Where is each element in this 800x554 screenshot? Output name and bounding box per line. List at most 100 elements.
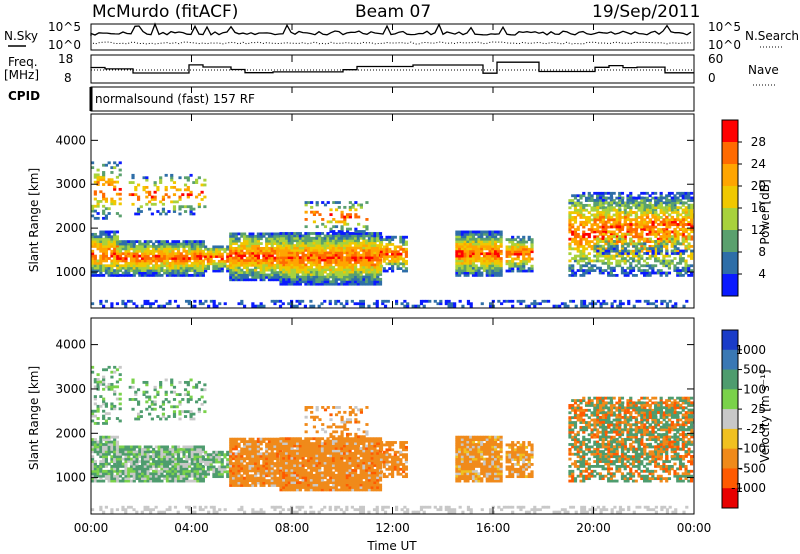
power-cell (593, 242, 597, 246)
velocity-cell (93, 477, 97, 481)
power-cell (623, 213, 627, 217)
velocity-cell (201, 479, 205, 483)
power-cell (150, 212, 154, 216)
velocity-cell (138, 467, 142, 471)
power-cell (530, 267, 534, 270)
power-cell (604, 249, 608, 253)
power-cell (477, 245, 481, 248)
velocity-cell (110, 404, 114, 408)
power-cell (659, 259, 663, 263)
power-cell (296, 253, 300, 257)
velocity-cell (152, 460, 156, 463)
power-cell (298, 270, 302, 274)
power-cell (290, 268, 294, 272)
power-cell (378, 232, 383, 235)
power-cell (665, 211, 669, 214)
power-cell (646, 299, 650, 303)
power-cell (348, 244, 352, 247)
power-cell (573, 235, 578, 239)
velocity-cell (193, 479, 197, 483)
power-cell (217, 269, 222, 273)
velocity-cell (91, 479, 95, 483)
power-cell (156, 210, 160, 213)
power-cell (354, 270, 358, 274)
power-cell (290, 282, 294, 286)
power-cell (231, 234, 236, 238)
power-cell (354, 227, 358, 231)
power-cell (145, 195, 149, 199)
velocity-cell (187, 455, 192, 459)
velocity-cell (168, 477, 172, 481)
velocity-cell (160, 472, 164, 476)
power-cell (590, 230, 594, 234)
power-cell (304, 282, 308, 286)
power-cell (157, 252, 161, 256)
power-cell (375, 304, 379, 308)
power-cell (196, 242, 200, 246)
power-cell (124, 247, 128, 251)
power-cell (298, 280, 302, 284)
power-cell (379, 243, 384, 246)
velocity-cell (110, 370, 114, 374)
power-cell (629, 208, 633, 212)
power-cell (298, 277, 302, 281)
power-cell (265, 249, 269, 253)
velocity-cell (149, 477, 153, 481)
power-cell (96, 259, 100, 263)
power-cell (463, 247, 467, 251)
power-cell (582, 271, 586, 275)
velocity-cell (102, 465, 106, 468)
power-cell (159, 200, 163, 204)
velocity-cell (157, 455, 161, 459)
power-cell (245, 249, 249, 253)
velocity-cell (201, 465, 205, 468)
power-cell (290, 234, 294, 238)
velocity-cell (113, 450, 117, 454)
velocity-cell (93, 472, 97, 476)
power-cell (270, 261, 274, 265)
power-cell (309, 280, 314, 284)
power-cell (365, 263, 369, 267)
power-cell (359, 232, 363, 235)
power-cell (304, 244, 308, 247)
power-cell (516, 252, 520, 256)
power-cell (376, 263, 380, 267)
velocity-cell (152, 452, 156, 456)
power-cell (659, 201, 663, 205)
power-cell (631, 257, 636, 260)
power-cell (149, 257, 153, 260)
power-cell (93, 175, 97, 179)
power-cell (199, 259, 203, 263)
velocity-cell (174, 462, 178, 466)
power-cell (480, 257, 484, 260)
power-cell (259, 268, 263, 272)
power-cell (343, 205, 347, 209)
power-cell (659, 194, 663, 198)
power-cell (656, 218, 660, 222)
power-cell (181, 205, 185, 209)
power-cell (615, 235, 619, 239)
power-cell (91, 209, 95, 213)
velocity-cell (124, 465, 128, 468)
power-cell (469, 304, 473, 308)
power-cell (168, 242, 172, 246)
power-cell (96, 266, 100, 270)
power-cell (505, 250, 509, 254)
power-cell (107, 266, 111, 270)
power-cell (637, 203, 641, 207)
power-cell (154, 259, 158, 263)
power-cell (165, 259, 170, 263)
power-cell (337, 273, 341, 276)
power-cell (267, 275, 272, 279)
power-cell (212, 267, 216, 270)
power-cell (659, 235, 663, 238)
power-cell (379, 238, 384, 242)
power-cell (138, 254, 142, 258)
power-cell (337, 236, 341, 240)
power-cell (676, 266, 680, 270)
power-cell (610, 304, 614, 308)
power-cell (568, 201, 572, 205)
power-cell (284, 277, 289, 281)
power-cell (585, 304, 589, 308)
power-cell (618, 261, 622, 265)
